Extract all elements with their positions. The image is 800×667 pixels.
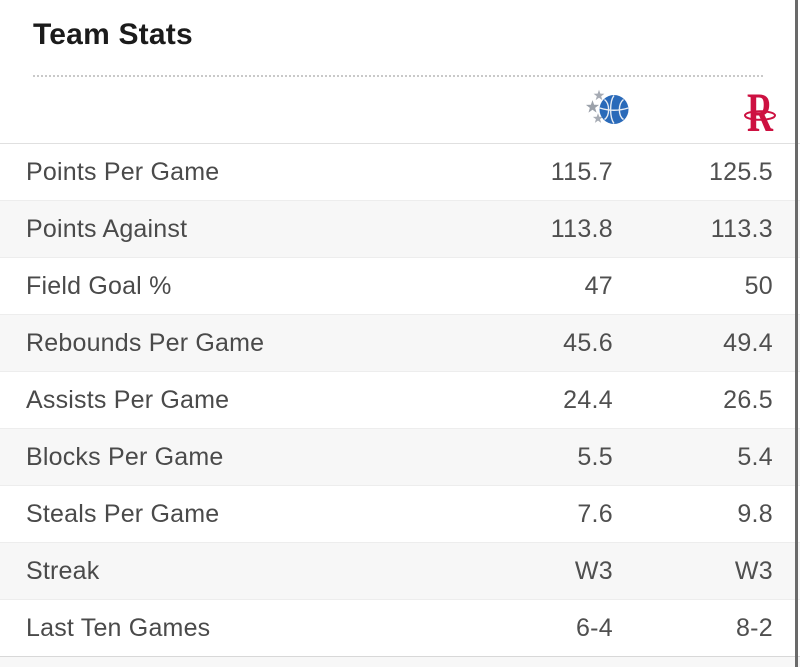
table-row: Rebounds Per Game 45.6 49.4 (0, 315, 800, 372)
stat-value-magic: 24.4 (563, 385, 613, 414)
stat-value-rockets: 9.8 (737, 499, 773, 528)
stat-value-magic: 5.5 (577, 442, 613, 471)
table-row: Assists Per Game 24.4 26.5 (0, 372, 800, 429)
card-header: Team Stats (0, 0, 800, 51)
stat-value-rockets: 5.4 (737, 442, 773, 471)
stat-label: Last Ten Games (26, 613, 211, 642)
stats-table: Points Per Game 115.7 125.5 Points Again… (0, 143, 800, 657)
table-row: Blocks Per Game 5.5 5.4 (0, 429, 800, 486)
stat-label: Steals Per Game (26, 499, 220, 528)
page-title: Team Stats (33, 18, 193, 51)
table-row: Streak W3 W3 (0, 543, 800, 600)
stat-value-rockets: 125.5 (708, 157, 773, 186)
table-row: Points Per Game 115.7 125.5 (0, 144, 800, 201)
window-right-edge (795, 0, 798, 667)
table-row: Last Ten Games 6-4 8-2 (0, 600, 800, 657)
stat-value-rockets: 49.4 (723, 328, 773, 357)
stat-label: Field Goal % (26, 271, 172, 300)
stat-value-magic: W3 (574, 556, 613, 585)
table-row: Field Goal % 47 50 (0, 258, 800, 315)
stat-value-magic: 115.7 (550, 157, 613, 186)
magic-team-logo-icon[interactable] (585, 88, 631, 130)
stat-value-rockets: 26.5 (723, 385, 773, 414)
stat-label: Rebounds Per Game (26, 328, 265, 357)
stat-label: Assists Per Game (26, 385, 230, 414)
stat-value-magic: 7.6 (577, 499, 613, 528)
table-row: Steals Per Game 7.6 9.8 (0, 486, 800, 543)
stat-value-rockets: 50 (744, 271, 773, 300)
stat-value-rockets: W3 (734, 556, 773, 585)
stat-value-magic: 47 (584, 271, 613, 300)
bottom-strip (0, 657, 800, 667)
stat-value-magic: 6-4 (575, 613, 613, 642)
stat-value-magic: 45.6 (563, 328, 613, 357)
stat-label: Blocks Per Game (26, 442, 224, 471)
stat-value-magic: 113.8 (550, 214, 613, 243)
stat-label: Points Against (26, 214, 188, 243)
stat-value-rockets: 113.3 (710, 214, 773, 243)
table-header-row: R (0, 77, 800, 144)
rockets-team-logo-icon[interactable]: R (744, 82, 776, 144)
dotted-divider (33, 75, 763, 77)
stat-value-rockets: 8-2 (735, 613, 773, 642)
stat-label: Points Per Game (26, 157, 220, 186)
stat-label: Streak (26, 556, 100, 585)
table-row: Points Against 113.8 113.3 (0, 201, 800, 258)
